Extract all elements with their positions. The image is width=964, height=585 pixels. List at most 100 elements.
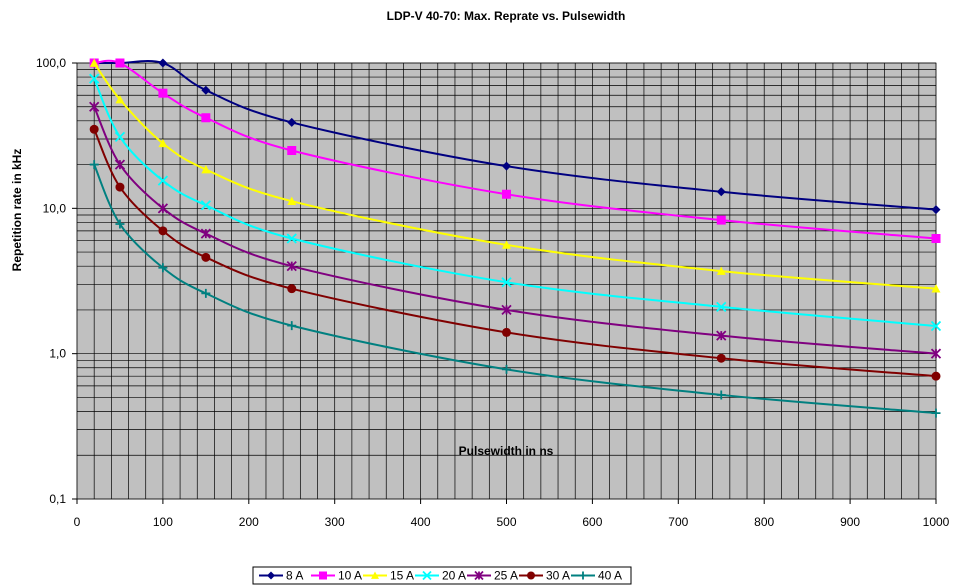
- x-tick-label: 200: [239, 515, 259, 529]
- gridlines: [76, 62, 937, 500]
- legend-label: 8 A: [286, 569, 303, 583]
- data-point: [89, 101, 100, 112]
- data-point: [201, 252, 211, 262]
- data-point: [200, 200, 211, 211]
- series-line: [94, 59, 937, 240]
- legend-label: 30 A: [546, 569, 570, 583]
- chart-title: LDP-V 40-70: Max. Reprate vs. Pulsewidth: [387, 9, 626, 23]
- series-line: [93, 128, 937, 378]
- y-tick-label: 100,0: [36, 56, 66, 70]
- data-point: [716, 266, 726, 275]
- data-point: [201, 113, 211, 123]
- data-point: [89, 160, 99, 170]
- legend-label: 15 A: [390, 569, 414, 583]
- data-point: [200, 228, 211, 239]
- legend-item: 15 A: [363, 569, 414, 583]
- data-point: [287, 196, 297, 206]
- data-point: [716, 353, 726, 363]
- data-point: [157, 175, 169, 186]
- data-point: [115, 219, 125, 229]
- data-point: [201, 165, 211, 174]
- data-point: [502, 161, 511, 171]
- data-point: [931, 234, 941, 244]
- data-point: [201, 85, 211, 95]
- series-line: [93, 62, 937, 290]
- data-point: [930, 320, 942, 332]
- legend-item: 30 A: [519, 569, 570, 583]
- y-tick-label: 10,0: [43, 201, 67, 215]
- y-axis-title: Repetition rate in kHz: [10, 149, 24, 272]
- data-point: [501, 304, 512, 316]
- data-point: [716, 390, 726, 400]
- data-point: [115, 58, 125, 68]
- data-point: [931, 371, 941, 381]
- data-point: [115, 95, 125, 104]
- data-point: [931, 284, 941, 293]
- x-tick-label: 500: [496, 515, 516, 529]
- data-point: [502, 240, 511, 249]
- data-point: [287, 321, 297, 331]
- legend-swatch-marker: [579, 571, 587, 580]
- legend-label: 10 A: [338, 569, 362, 583]
- legend-item: 10 A: [311, 569, 362, 583]
- legend: 8 A 10 A 15 A 20 A 25 A 30 A 40 A: [252, 566, 632, 585]
- data-point: [89, 73, 100, 84]
- x-tick-label: 1000: [923, 515, 950, 529]
- data-point: [287, 284, 297, 294]
- legend-label: 40 A: [598, 569, 622, 583]
- data-point: [158, 226, 168, 236]
- data-point: [89, 124, 99, 134]
- data-point: [114, 131, 126, 143]
- legend-swatch-marker: [527, 571, 535, 580]
- data-point: [501, 277, 512, 288]
- y-tick-label: 0,1: [49, 492, 66, 506]
- series-20a: [89, 73, 942, 332]
- x-tick-label: 400: [411, 515, 431, 529]
- series-line: [93, 164, 937, 415]
- data-point: [930, 348, 942, 359]
- series-line: [93, 78, 937, 328]
- legend-swatch-marker: [371, 571, 379, 579]
- y-tick-label: 1,0: [49, 347, 66, 361]
- data-point: [286, 233, 297, 244]
- legend-item: 40 A: [571, 569, 622, 583]
- data-point: [287, 145, 297, 155]
- data-point: [502, 327, 511, 337]
- x-tick-label: 300: [325, 515, 345, 529]
- legend-box: [252, 566, 632, 585]
- series-25a: [89, 101, 942, 359]
- legend-item: 25 A: [467, 569, 518, 583]
- x-tick-label: 100: [153, 515, 173, 529]
- data-point: [201, 288, 211, 298]
- data-point: [114, 159, 126, 170]
- data-point: [931, 205, 941, 215]
- data-point: [115, 182, 125, 192]
- series-line: [94, 60, 937, 211]
- legend-swatch-marker: [267, 571, 275, 580]
- legend-swatch-marker: [474, 570, 484, 581]
- x-tick-label: 0: [74, 515, 81, 529]
- data-point: [502, 189, 511, 199]
- data-point: [716, 215, 726, 225]
- data-point: [716, 301, 727, 312]
- series-15a: [89, 58, 941, 293]
- data-point: [931, 408, 941, 418]
- data-point: [158, 138, 168, 148]
- series-40a: [89, 160, 941, 418]
- data-point: [158, 263, 168, 273]
- legend-item: 20 A: [415, 569, 466, 583]
- legend-swatch-marker: [319, 571, 327, 580]
- axis-tick-labels: 0 100 200 300 400 500 600 700 800 900 1000 0,1 1,0 10…: [36, 56, 950, 529]
- series-line: [93, 106, 937, 355]
- legend-swatch-marker: [422, 570, 432, 581]
- legend-label: 25 A: [494, 569, 518, 583]
- data-point: [716, 330, 727, 341]
- legend-label: 20 A: [442, 569, 466, 583]
- data-point: [502, 364, 511, 374]
- x-tick-label: 600: [582, 515, 602, 529]
- series-30a: [89, 124, 941, 381]
- data-point: [716, 187, 726, 197]
- series-layer: [89, 58, 942, 418]
